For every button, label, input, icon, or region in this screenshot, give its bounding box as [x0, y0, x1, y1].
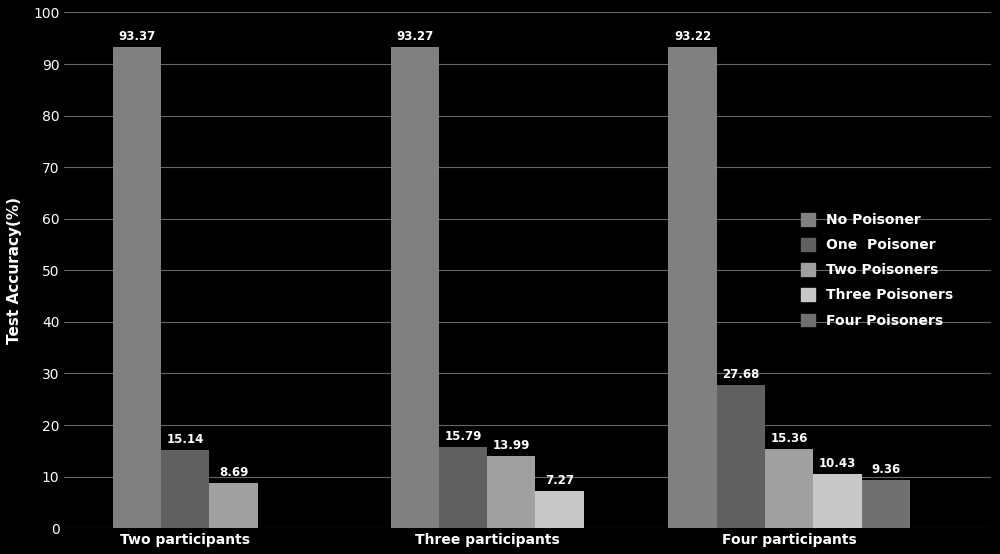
- Bar: [391, 47, 439, 528]
- Text: 10.43: 10.43: [819, 457, 856, 470]
- Text: 15.36: 15.36: [771, 432, 808, 445]
- Bar: [668, 48, 717, 528]
- Bar: [717, 386, 765, 528]
- Text: 15.79: 15.79: [444, 430, 482, 443]
- Text: 7.27: 7.27: [545, 474, 574, 486]
- Text: 27.68: 27.68: [722, 368, 760, 381]
- Text: 8.69: 8.69: [219, 466, 248, 479]
- Bar: [161, 450, 209, 528]
- Bar: [487, 456, 535, 528]
- Text: 15.14: 15.14: [166, 433, 204, 446]
- Text: 93.37: 93.37: [118, 29, 155, 43]
- Text: 9.36: 9.36: [871, 463, 901, 476]
- Bar: [439, 447, 487, 528]
- Bar: [209, 484, 258, 528]
- Legend: No Poisoner, One  Poisoner, Two Poisoners, Three Poisoners, Four Poisoners: No Poisoner, One Poisoner, Two Poisoners…: [794, 206, 960, 335]
- Bar: [113, 47, 161, 528]
- Text: 13.99: 13.99: [493, 439, 530, 452]
- Text: 93.22: 93.22: [674, 30, 711, 43]
- Bar: [813, 474, 862, 528]
- Bar: [535, 491, 584, 528]
- Bar: [765, 449, 813, 528]
- Y-axis label: Test Accuracy(%): Test Accuracy(%): [7, 197, 22, 344]
- Bar: [862, 480, 910, 528]
- Text: 93.27: 93.27: [396, 30, 433, 43]
